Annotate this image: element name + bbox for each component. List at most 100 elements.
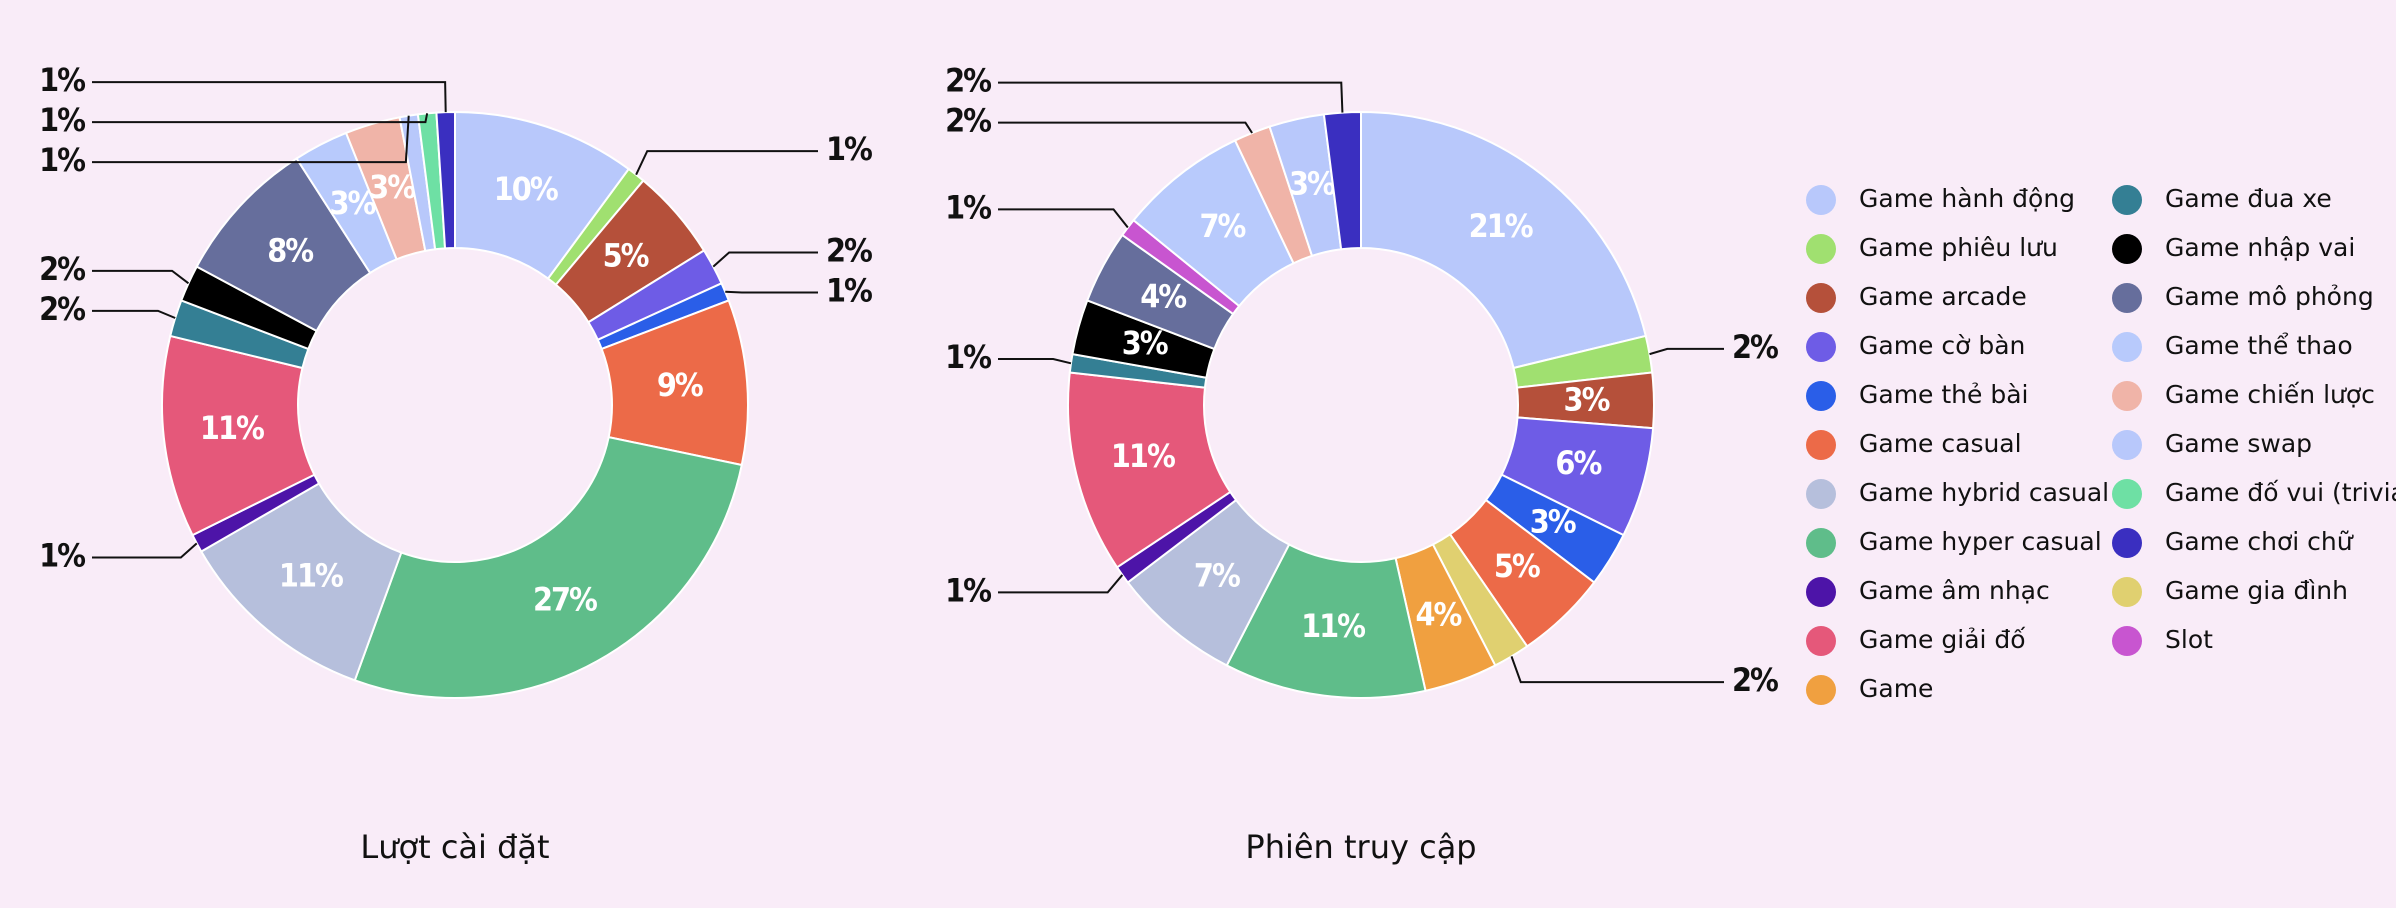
legend-swatch — [2112, 283, 2142, 313]
value-label: 2% — [826, 231, 872, 269]
legend-swatch — [1806, 185, 1836, 215]
leader-line — [92, 542, 198, 559]
value-label: 7% — [1199, 207, 1245, 245]
value-label: 11% — [1111, 437, 1175, 475]
leader-line — [1510, 656, 1724, 684]
legend-label: Game nhập vai — [2165, 233, 2355, 262]
value-label: 11% — [1301, 607, 1365, 645]
legend-swatch — [2112, 234, 2142, 264]
legend-swatch — [2112, 332, 2142, 362]
value-label: 7% — [1194, 556, 1240, 594]
value-label: 11% — [200, 409, 264, 447]
value-label: 1% — [945, 338, 991, 376]
legend-label: Game đố vui (trivia) — [2165, 478, 2396, 507]
value-label: 2% — [945, 102, 991, 140]
value-label: 2% — [945, 62, 991, 100]
leader-line — [635, 150, 818, 176]
value-label: 11% — [279, 556, 343, 594]
legend-label: Game hyper casual — [1859, 527, 2102, 556]
legend-label: Game mô phỏng — [2165, 282, 2374, 311]
legend-swatch — [2112, 528, 2142, 558]
legend-swatch — [2112, 479, 2142, 509]
donut-slice — [353, 435, 743, 699]
donut-chart: 21%3%6%3%5%4%11%7%11%3%4%7%3%2%2%2%2%1%1… — [945, 62, 1780, 699]
legend-label: Game giải đố — [1859, 625, 2026, 654]
value-label: 5% — [1494, 547, 1540, 585]
legend-swatch — [1806, 528, 1836, 558]
value-label: 1% — [945, 188, 991, 226]
legend-label: Game casual — [1859, 429, 2022, 458]
value-label: 1% — [945, 571, 991, 609]
legend-swatch — [1806, 430, 1836, 460]
value-label: 3% — [1289, 165, 1335, 203]
value-label: 2% — [1732, 328, 1778, 366]
legend-label: Game đua xe — [2165, 184, 2332, 213]
legend-label: Game âm nhạc — [1859, 576, 2050, 605]
legend-swatch — [1806, 479, 1836, 509]
leader-line — [998, 574, 1124, 594]
legend-swatch — [2112, 577, 2142, 607]
legend-swatch — [1806, 234, 1836, 264]
leader-line — [92, 113, 429, 124]
legend-label: Game hành động — [1859, 184, 2075, 213]
leader-line — [1649, 347, 1724, 356]
legend-label: Game chơi chữ — [2165, 527, 2354, 556]
leader-line — [725, 290, 818, 294]
leader-line — [998, 208, 1129, 229]
legend-swatch — [1806, 577, 1836, 607]
value-label: 3% — [1564, 380, 1610, 418]
value-label: 2% — [1732, 661, 1778, 699]
value-label: 2% — [39, 250, 85, 288]
value-label: 6% — [1555, 444, 1601, 482]
value-label: 2% — [39, 290, 85, 328]
value-label: 1% — [39, 61, 85, 99]
legend-label: Game chiến lược — [2165, 380, 2375, 409]
leader-line — [712, 251, 818, 268]
value-label: 1% — [826, 271, 872, 309]
donut-chart: 10%5%9%27%11%11%8%3%3%1%2%1%1%1%1%2%2%1% — [39, 61, 874, 699]
value-label: 1% — [39, 141, 85, 179]
legend-swatch — [2112, 185, 2142, 215]
legend-label: Game cờ bàn — [1859, 331, 2025, 360]
value-label: 3% — [1122, 324, 1168, 362]
value-label: 9% — [657, 366, 703, 404]
leader-line — [92, 115, 410, 164]
legend-label: Game swap — [2165, 429, 2312, 458]
legend-label: Game phiêu lưu — [1859, 233, 2058, 262]
chart-title: Lượt cài đặt — [360, 828, 549, 866]
legend-label: Game thể thao — [2165, 331, 2353, 360]
value-label: 10% — [494, 170, 558, 208]
legend-label: Game arcade — [1859, 282, 2027, 311]
legend-swatch — [1806, 283, 1836, 313]
legend-label: Game thẻ bài — [1859, 380, 2028, 409]
legend-label: Game hybrid casual — [1859, 478, 2109, 507]
legend-swatch — [1806, 675, 1836, 705]
leader-line — [998, 81, 1344, 113]
value-label: 21% — [1469, 207, 1533, 245]
legend-label: Game — [1859, 674, 1933, 703]
value-label: 3% — [1530, 503, 1576, 541]
value-label: 1% — [39, 537, 85, 575]
donut-slice — [435, 110, 456, 250]
value-label: 4% — [1416, 595, 1462, 633]
legend-swatch — [1806, 381, 1836, 411]
legend-label: Game gia đình — [2165, 576, 2348, 605]
value-label: 4% — [1140, 278, 1186, 316]
legend-swatch — [2112, 381, 2142, 411]
legend-swatch — [2112, 626, 2142, 656]
leader-line — [92, 309, 176, 319]
value-label: 27% — [533, 581, 597, 619]
legend-label: Slot — [2165, 625, 2213, 654]
value-label: 1% — [39, 101, 85, 139]
donut-slice — [1322, 110, 1362, 251]
legend: Game hành động Game phiêu lưu Game arcade G… — [1806, 184, 2396, 705]
value-label: 1% — [826, 130, 872, 168]
leader-line — [998, 358, 1072, 365]
donut-slice — [1360, 110, 1647, 370]
leader-line — [92, 269, 190, 285]
value-label: 5% — [603, 237, 649, 275]
leader-line — [998, 121, 1253, 134]
chart-title: Phiên truy cập — [1245, 828, 1476, 866]
legend-swatch — [2112, 430, 2142, 460]
